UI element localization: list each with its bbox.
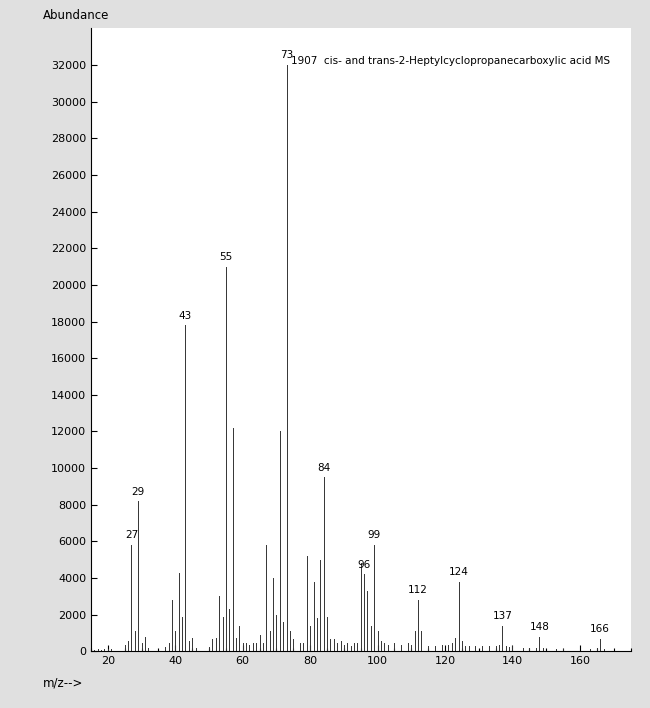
Text: 99: 99 — [368, 530, 381, 540]
Text: 73: 73 — [280, 50, 293, 60]
Text: 124: 124 — [448, 567, 469, 577]
Text: m/z-->: m/z--> — [42, 676, 83, 690]
Text: 148: 148 — [530, 622, 549, 632]
Text: Abundance: Abundance — [42, 9, 109, 22]
Text: 96: 96 — [358, 560, 370, 570]
Text: 137: 137 — [493, 611, 512, 621]
Text: 43: 43 — [179, 311, 192, 321]
Text: 84: 84 — [317, 463, 330, 473]
Text: 112: 112 — [408, 586, 428, 595]
Text: 166: 166 — [590, 624, 610, 634]
Text: 29: 29 — [131, 486, 145, 496]
Text: 55: 55 — [219, 252, 233, 262]
Text: 27: 27 — [125, 530, 138, 540]
Text: 1907  cis- and trans-2-Heptylcyclopropanecarboxylic acid MS: 1907 cis- and trans-2-Heptylcyclopropane… — [291, 57, 610, 67]
